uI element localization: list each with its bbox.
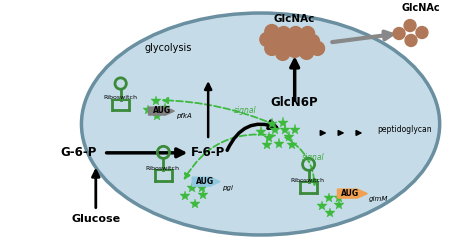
Text: Glucose: Glucose [71,215,120,224]
Text: glycolysis: glycolysis [145,43,192,53]
Text: G-6-P: G-6-P [61,146,97,159]
Circle shape [271,35,285,49]
Text: signal: signal [234,106,256,115]
FancyArrow shape [192,177,220,186]
Text: glmM: glmM [369,196,389,202]
Circle shape [288,43,301,57]
Text: Riboswitch: Riboswitch [291,178,325,183]
Ellipse shape [82,13,440,235]
Text: GlcN6P: GlcN6P [271,96,319,109]
Circle shape [283,34,297,48]
Text: AUG: AUG [341,189,360,198]
Circle shape [404,20,416,31]
Text: GlcNAc: GlcNAc [401,3,440,13]
Text: Riboswitch: Riboswitch [104,95,138,100]
Text: signal: signal [301,153,324,162]
Text: pfkA: pfkA [176,113,192,119]
Circle shape [310,41,325,55]
Circle shape [300,45,314,59]
Text: peptidoglycan: peptidoglycan [377,125,432,134]
Circle shape [405,34,417,46]
Circle shape [265,25,279,38]
Circle shape [260,32,274,46]
Circle shape [276,46,290,60]
Text: F-6-P: F-6-P [191,146,225,159]
Circle shape [306,34,319,48]
Circle shape [295,34,309,48]
Circle shape [393,28,405,39]
Circle shape [277,27,291,40]
Circle shape [416,27,428,38]
Circle shape [265,41,279,55]
FancyArrow shape [337,189,367,198]
Text: AUG: AUG [196,177,214,186]
Circle shape [301,27,315,40]
Text: Riboswitch: Riboswitch [146,166,180,171]
Text: pgi: pgi [222,185,233,191]
Circle shape [289,27,302,40]
Text: AUG: AUG [153,106,171,115]
FancyArrow shape [148,107,174,115]
Text: GlcNAc: GlcNAc [274,14,315,24]
